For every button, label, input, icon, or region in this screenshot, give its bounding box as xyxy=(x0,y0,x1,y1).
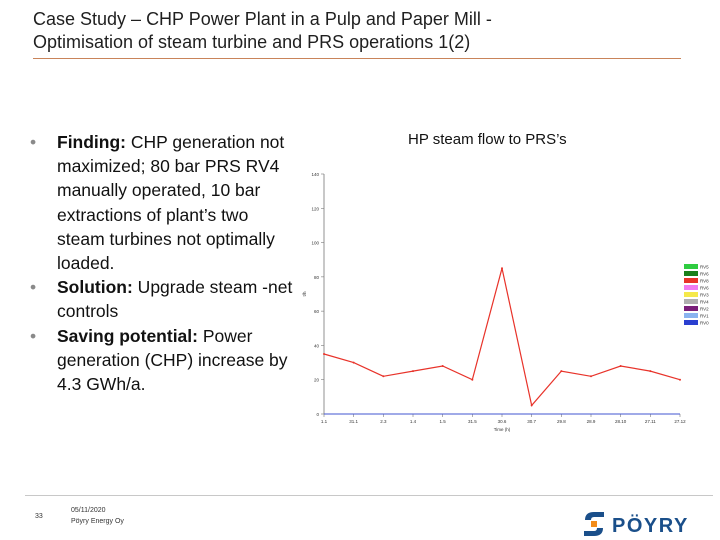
data-point xyxy=(560,370,563,373)
bullet-solution: • Solution: Upgrade steam -net controls xyxy=(30,275,295,323)
y-axis-label: t/h xyxy=(302,291,307,297)
x-tick-label: 30.6 xyxy=(498,419,507,424)
x-tick-label: 27.12 xyxy=(674,419,686,424)
data-point xyxy=(619,365,622,367)
bullet-solution-text: Upgrade steam -net controls xyxy=(57,277,293,322)
bullet-list: • Finding: CHP generation not maximized;… xyxy=(30,130,295,396)
series-line-rv8 xyxy=(323,268,681,407)
data-point xyxy=(590,375,592,378)
slide-title: Case Study – CHP Power Plant in a Pulp a… xyxy=(33,8,693,54)
footer-divider xyxy=(25,495,713,496)
bullet-finding: • Finding: CHP generation not maximized;… xyxy=(30,130,295,275)
legend-label: RV2 xyxy=(700,307,709,312)
chart-caption: HP steam flow to PRS’s xyxy=(408,131,567,148)
poyry-logo-mark-icon xyxy=(584,512,604,536)
legend-swatch xyxy=(684,306,698,311)
legend-label: RV8 xyxy=(700,279,709,284)
y-tick-label: 40 xyxy=(314,343,320,348)
y-tick-label: 0 xyxy=(316,412,319,417)
data-point xyxy=(530,404,533,407)
y-tick-label: 100 xyxy=(311,241,319,246)
legend-swatch xyxy=(684,278,698,283)
bullet-dot-icon: • xyxy=(30,325,37,346)
data-point xyxy=(323,353,325,355)
title-divider xyxy=(33,58,681,59)
steam-flow-chart: 0 20 40 60 80 100 120 140 1.1 31.1 2.3 1.4 1.5 31.5 30… xyxy=(302,172,709,432)
x-tick-label: 29.8 xyxy=(557,419,566,424)
legend-label: RV6 xyxy=(700,286,709,291)
bullet-finding-label: Finding: xyxy=(57,132,127,152)
x-tick-label: 27.11 xyxy=(645,419,656,424)
x-tick-label: 31.1 xyxy=(349,419,358,424)
data-point xyxy=(649,370,652,373)
slide-title-line-1: Case Study – CHP Power Plant in a Pulp a… xyxy=(33,9,492,29)
legend-label: RV5 xyxy=(700,265,709,270)
y-tick-label: 140 xyxy=(311,172,319,177)
data-point xyxy=(679,378,681,381)
data-point xyxy=(412,370,414,373)
data-point xyxy=(441,365,444,367)
legend-swatch xyxy=(684,313,698,318)
svg-text:PÖYRY: PÖYRY xyxy=(612,514,689,537)
data-point xyxy=(471,378,474,381)
x-tick-label: 30.7 xyxy=(527,419,536,424)
footer-date: 05/11/2020 xyxy=(71,507,106,514)
x-tick-label: 1.4 xyxy=(410,419,417,424)
legend-label: RV0 xyxy=(700,321,709,326)
bullet-saving: • Saving potential: Power generation (CH… xyxy=(30,324,295,397)
x-tick-label: 28.9 xyxy=(587,419,596,424)
legend-swatch xyxy=(684,264,698,269)
bullet-finding-text: CHP generation not maximized; 80 bar PRS… xyxy=(57,132,285,274)
legend-swatch xyxy=(684,271,698,276)
data-point xyxy=(382,375,385,378)
x-tick-label: 1.5 xyxy=(440,419,447,424)
legend-swatch xyxy=(684,285,698,290)
data-point xyxy=(352,361,355,364)
legend-label: RV6 xyxy=(700,272,709,277)
x-tick-label: 2.3 xyxy=(380,419,387,424)
footer-company: Pöyry Energy Oy xyxy=(71,518,124,525)
legend-label: RV4 xyxy=(700,300,709,305)
x-axis-label: Time (h) xyxy=(494,427,511,432)
y-tick-label: 60 xyxy=(314,309,320,314)
x-tick-label: 31.5 xyxy=(468,419,477,424)
poyry-logo: PÖYRY xyxy=(584,512,689,537)
legend-swatch xyxy=(684,292,698,297)
x-tick-label: 1.1 xyxy=(321,419,328,424)
bullet-dot-icon: • xyxy=(30,277,37,298)
bullet-dot-icon: • xyxy=(30,132,37,152)
y-tick-label: 80 xyxy=(314,275,320,280)
page-number: 33 xyxy=(35,513,43,520)
bullet-saving-label: Saving potential: xyxy=(57,325,198,346)
legend-label: RV3 xyxy=(700,293,709,298)
legend-swatch xyxy=(684,320,698,325)
data-point xyxy=(501,267,503,270)
x-tick-label: 28.10 xyxy=(615,419,627,424)
slide-title-line-2: Optimisation of steam turbine and PRS op… xyxy=(33,32,471,52)
bullet-saving-text: Power generation (CHP) increase by 4.3 G… xyxy=(57,325,288,395)
bullet-solution-label: Solution: xyxy=(57,277,133,298)
legend-label: RV1 xyxy=(700,314,709,319)
y-tick-label: 20 xyxy=(314,378,320,383)
legend-swatch xyxy=(684,299,698,304)
y-tick-label: 120 xyxy=(311,206,319,211)
